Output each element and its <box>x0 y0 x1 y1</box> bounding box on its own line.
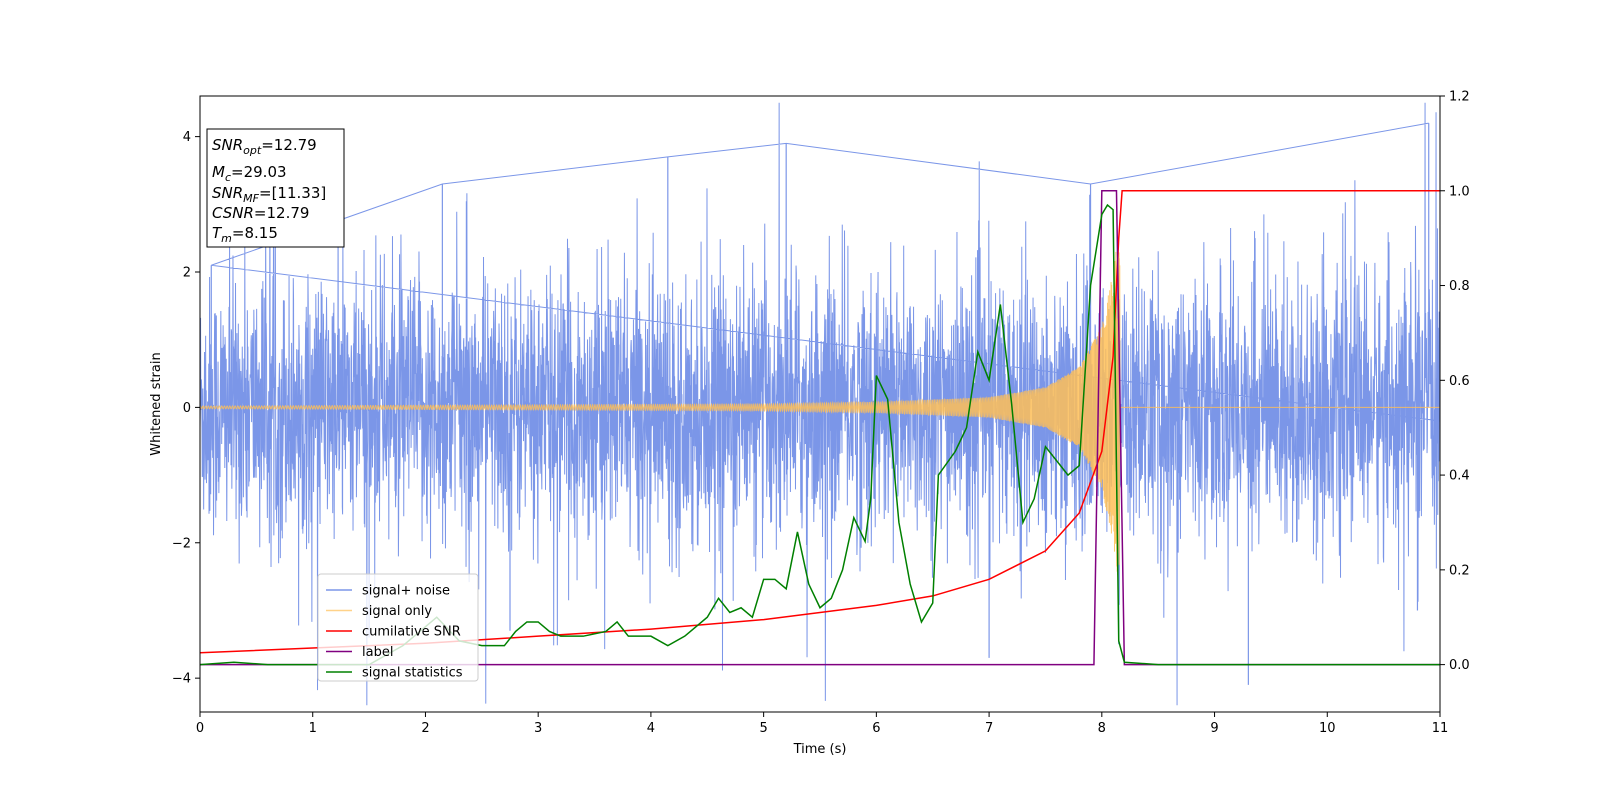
x-tick-label: 7 <box>985 721 993 736</box>
legend: signal+ noise signal only cumilative SNR la… <box>317 573 479 682</box>
x-tick-label: 8 <box>1098 721 1106 736</box>
annotation-csnr: CSNR=12.79 <box>212 204 309 222</box>
annotation-mc: Mc=29.03 <box>212 163 287 184</box>
x-axis: 0 1 2 3 4 5 6 7 8 9 10 11 <box>196 712 1448 736</box>
y2-tick-label: 0.0 <box>1449 658 1470 673</box>
y2-tick-label: 0.4 <box>1449 469 1470 484</box>
annotation-tm: Tm=8.15 <box>212 224 278 245</box>
x-tick-label: 11 <box>1432 721 1449 736</box>
legend-label: label <box>362 645 393 660</box>
series-layer <box>200 102 1440 706</box>
y2-tick-label: 0.2 <box>1449 563 1470 578</box>
y-tick-label: −2 <box>172 536 191 551</box>
y-tick-label: −4 <box>172 672 191 687</box>
x-tick-label: 9 <box>1210 721 1218 736</box>
annotation-snr-opt: SNRopt=12.79 <box>212 136 317 157</box>
x-axis-label: Time (s) <box>793 742 847 757</box>
y2-tick-label: 1.2 <box>1449 90 1470 105</box>
y2-tick-label: 0.8 <box>1449 279 1470 294</box>
legend-label: signal statistics <box>362 666 463 681</box>
y2-tick-label: 0.6 <box>1449 374 1470 389</box>
y-axis-label: Whitened strain <box>149 352 164 455</box>
legend-label: signal+ noise <box>362 584 450 599</box>
x-tick-label: 1 <box>309 721 317 736</box>
x-tick-label: 4 <box>647 721 655 736</box>
x-tick-label: 2 <box>421 721 429 736</box>
plot-frame <box>199 95 1441 713</box>
x-tick-label: 0 <box>196 721 204 736</box>
annotation-snr-mf: SNRMF=[11.33] <box>212 184 326 205</box>
y-tick-label: 2 <box>183 266 191 281</box>
x-tick-label: 5 <box>759 721 767 736</box>
annotation-frame <box>206 128 345 248</box>
x-tick-label: 10 <box>1319 721 1336 736</box>
y-tick-label: 4 <box>183 130 191 145</box>
legend-label: cumilative SNR <box>362 625 461 640</box>
y-tick-label: 0 <box>183 401 191 416</box>
y2-tick-label: 1.0 <box>1449 184 1470 199</box>
annotation-box: SNRopt=12.79 Mc=29.03 SNRMF=[11.33] CSNR… <box>206 128 345 248</box>
x-tick-label: 6 <box>872 721 880 736</box>
legend-frame <box>317 573 479 682</box>
series-line-cumulative-snr <box>200 190 1440 654</box>
y-axis-right: 0.0 0.2 0.4 0.6 0.8 1.0 1.2 <box>1440 90 1470 673</box>
legend-label: signal only <box>362 604 432 619</box>
x-tick-label: 3 <box>534 721 542 736</box>
series-line-signal-only <box>200 238 1440 576</box>
series-line-signal-statistics <box>200 203 1440 666</box>
y-axis-left: −4 −2 0 2 4 <box>172 130 200 687</box>
